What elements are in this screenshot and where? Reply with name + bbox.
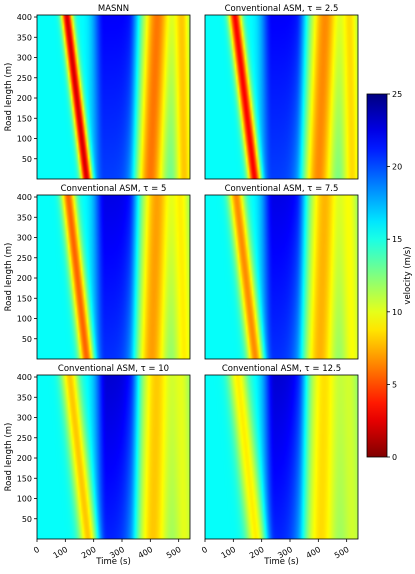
panel-title: Conventional ASM, τ = 7.5 (225, 184, 339, 194)
y-tick-label-400: 400 (17, 193, 32, 202)
panel-4: Conventional ASM, τ = 7.5 (204, 184, 359, 360)
colorbar-tick-label-25: 25 (392, 90, 402, 99)
x-tick-label-400: 400 (137, 545, 155, 560)
y-tick-label-300: 300 (17, 234, 32, 243)
colorbar-tick-label-15: 15 (392, 235, 402, 244)
y-tick-label-250: 250 (17, 434, 32, 443)
x-tick-label-200: 200 (248, 545, 266, 560)
axes-frame (204, 14, 359, 180)
axes-frame (204, 374, 359, 540)
x-tick-label-100: 100 (220, 545, 238, 560)
y-tick-label-100: 100 (17, 315, 32, 324)
y-tick-label-150: 150 (17, 114, 32, 123)
x-tick-label-400: 400 (305, 545, 323, 560)
y-tick-label-400: 400 (17, 13, 32, 22)
panel-3: Conventional ASM, τ = 5 50 100 150 200 250 300… (4, 184, 191, 360)
panel-5: Conventional ASM, τ = 10 50 100 150 200 250 30… (4, 364, 191, 567)
colorbar-tick-label-20: 20 (392, 163, 402, 172)
y-axis-label: Road length (m) (4, 243, 14, 312)
y-tick-label-250: 250 (17, 74, 32, 83)
y-tick-label-50: 50 (22, 335, 32, 344)
x-tick-label-500: 500 (333, 545, 351, 560)
heatmap-image (205, 15, 358, 179)
y-tick-label-400: 400 (17, 373, 32, 382)
panel-2: Conventional ASM, τ = 2.5 (204, 4, 359, 180)
y-axis-label: Road length (m) (4, 63, 14, 132)
y-tick-label-200: 200 (17, 274, 32, 283)
axes-frame (36, 14, 191, 180)
y-tick-label-100: 100 (17, 135, 32, 144)
colorbar-tick-label-10: 10 (392, 308, 402, 317)
axes-frame (204, 194, 359, 360)
panel-title: Conventional ASM, τ = 2.5 (225, 4, 339, 14)
heatmap-image (205, 375, 358, 539)
heatmap-image (205, 195, 358, 359)
y-tick-label-350: 350 (17, 213, 32, 222)
colorbar-gradient (366, 93, 388, 458)
y-tick-label-50: 50 (22, 155, 32, 164)
heatmap-image (37, 15, 190, 179)
panel-1: MASNN 50 100 150 200 250 300 350 400 Road length … (4, 4, 191, 180)
y-tick-label-350: 350 (17, 33, 32, 42)
x-axis-label: Time (s) (263, 557, 299, 567)
panel-6: Conventional ASM, τ = 12.50 100 200 300 400 5… (200, 364, 359, 567)
y-tick-label-250: 250 (17, 254, 32, 263)
panel-title: Conventional ASM, τ = 12.5 (222, 364, 341, 374)
panel-title: Conventional ASM, τ = 10 (58, 364, 169, 374)
x-tick-label-100: 100 (52, 545, 70, 560)
y-tick-label-350: 350 (17, 393, 32, 402)
y-tick-label-150: 150 (17, 474, 32, 483)
y-tick-label-100: 100 (17, 495, 32, 504)
colorbar-tick-label-5: 5 (392, 380, 397, 389)
y-tick-label-300: 300 (17, 414, 32, 423)
x-axis-label: Time (s) (95, 557, 131, 567)
y-tick-label-200: 200 (17, 94, 32, 103)
y-tick-label-200: 200 (17, 454, 32, 463)
y-axis-label: Road length (m) (4, 423, 14, 492)
colorbar-tick-label-0: 0 (392, 453, 397, 462)
colorbar: 0 5 10 15 20 25 velocity (m/s) (366, 90, 413, 462)
x-tick-label-500: 500 (165, 545, 183, 560)
axes-frame (36, 374, 191, 540)
axes-frame (36, 194, 191, 360)
y-tick-label-300: 300 (17, 54, 32, 63)
heatmap-image (37, 195, 190, 359)
y-tick-label-50: 50 (22, 515, 32, 524)
y-tick-label-150: 150 (17, 294, 32, 303)
heatmap-image (37, 375, 190, 539)
x-tick-label-0: 0 (32, 545, 41, 555)
colorbar-label: velocity (m/s) (403, 246, 413, 304)
panel-title: MASNN (98, 4, 129, 14)
x-tick-label-200: 200 (80, 545, 98, 560)
panel-title: Conventional ASM, τ = 5 (61, 184, 167, 194)
x-tick-label-0: 0 (200, 545, 209, 555)
